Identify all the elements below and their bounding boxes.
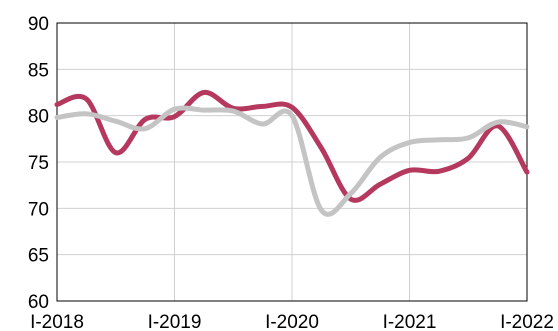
y-tick-label: 65 (28, 246, 49, 267)
y-axis-tick-labels: 60 65 70 75 80 85 90 (28, 14, 49, 313)
x-tick-label: I-2020 (265, 312, 319, 331)
x-tick-label: I-2021 (383, 312, 437, 331)
x-tick-label: I-2018 (30, 312, 84, 331)
y-tick-label: 60 (28, 292, 49, 313)
series-group (54, 89, 530, 217)
grid (57, 23, 527, 301)
y-tick-label: 70 (28, 199, 49, 220)
x-tick-label: I-2022 (500, 312, 554, 331)
x-tick-label: I-2019 (148, 312, 202, 331)
x-axis-tick-labels: I-2018 I-2019 I-2020 I-2021 I-2022 (30, 312, 554, 331)
y-tick-label: 75 (28, 153, 49, 174)
y-tick-label: 80 (28, 107, 49, 128)
series-line-1 (54, 89, 530, 203)
y-tick-label: 90 (28, 14, 49, 35)
y-tick-label: 85 (28, 60, 49, 81)
plot-frame (56, 22, 528, 302)
series-line-2 (54, 105, 530, 217)
